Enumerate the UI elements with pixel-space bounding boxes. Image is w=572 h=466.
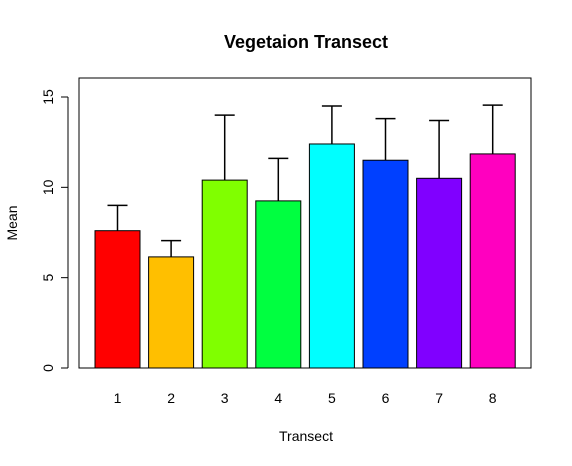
bar-6: [362, 159, 409, 369]
plot-frame: [78, 77, 532, 369]
y-tick-label: 10: [40, 179, 56, 195]
bars: [94, 143, 516, 369]
bar-8: [469, 153, 516, 369]
error-bars: [107, 104, 503, 257]
x-tick-label: 6: [382, 390, 390, 406]
x-tick-label: 1: [114, 390, 122, 406]
y-axis-label: Mean: [4, 205, 20, 240]
x-axis-label: Transect: [279, 428, 333, 444]
chart-title: Vegetaion Transect: [224, 32, 388, 52]
bar-2: [148, 256, 195, 369]
y-tick-label: 0: [40, 364, 56, 372]
y-tick-label: 5: [40, 274, 56, 282]
x-tick-label: 5: [328, 390, 336, 406]
x-tick-label: 8: [489, 390, 497, 406]
y-tick-label: 15: [40, 89, 56, 105]
x-tick-labels: 1 2 3 4 5 6 7 8: [114, 390, 497, 406]
y-axis: 0 5 10 15: [40, 89, 69, 372]
bar-3: [201, 179, 248, 369]
x-tick-label: 7: [435, 390, 443, 406]
bar-1: [94, 230, 141, 369]
bar-5: [308, 143, 355, 369]
bar-7: [416, 177, 463, 369]
x-tick-label: 2: [167, 390, 175, 406]
x-tick-label: 4: [274, 390, 282, 406]
x-tick-label: 3: [221, 390, 229, 406]
bar-4: [255, 200, 302, 369]
